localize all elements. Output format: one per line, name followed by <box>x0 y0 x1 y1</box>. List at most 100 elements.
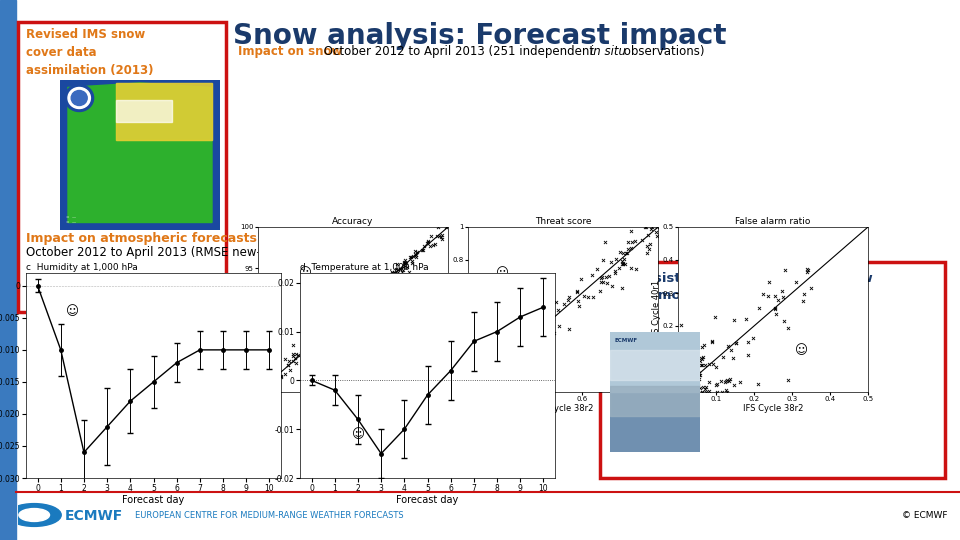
Point <box>429 232 444 240</box>
Y-axis label: IFS Cycle 40r1: IFS Cycle 40r1 <box>443 279 451 340</box>
Point <box>676 384 691 393</box>
Point <box>288 354 303 363</box>
Point <box>546 329 562 338</box>
Point <box>492 374 507 382</box>
Point <box>682 363 697 372</box>
Circle shape <box>8 504 61 526</box>
Point <box>401 267 417 276</box>
Point <box>320 326 335 335</box>
Point <box>431 222 446 231</box>
Point <box>620 245 636 253</box>
Point <box>756 290 771 299</box>
Point <box>367 289 382 298</box>
Point <box>389 260 404 268</box>
Bar <box>116 83 212 140</box>
Point <box>675 385 690 394</box>
Polygon shape <box>68 83 212 222</box>
Point <box>586 293 601 302</box>
Point <box>672 367 687 375</box>
Point <box>595 272 611 281</box>
Point <box>691 374 707 383</box>
Point <box>280 361 296 369</box>
Point <box>387 271 402 280</box>
Point <box>395 265 410 274</box>
Point <box>404 256 420 265</box>
Point <box>306 340 322 349</box>
Point <box>776 293 791 301</box>
Point <box>635 236 650 245</box>
X-axis label: IFS Cycle 38r2: IFS Cycle 38r2 <box>323 403 383 413</box>
Point <box>435 231 450 240</box>
Point <box>571 297 587 306</box>
Point <box>705 360 720 368</box>
Point <box>534 324 549 333</box>
Point <box>380 281 396 290</box>
Bar <box>116 99 172 122</box>
Point <box>714 388 730 396</box>
Point <box>684 386 700 395</box>
X-axis label: IFS Cycle 38r2: IFS Cycle 38r2 <box>743 403 804 413</box>
Point <box>372 271 387 280</box>
Point <box>673 387 688 395</box>
Point <box>628 265 643 273</box>
Point <box>674 375 689 384</box>
Point <box>408 247 423 255</box>
Point <box>799 265 814 274</box>
Point <box>674 349 689 357</box>
Point <box>605 282 620 291</box>
Point <box>680 382 695 391</box>
Point <box>282 366 298 374</box>
Point <box>276 354 292 363</box>
Point <box>372 277 387 286</box>
Point <box>358 296 373 305</box>
Bar <box>116 83 212 140</box>
Point <box>676 376 691 385</box>
Point <box>648 227 663 236</box>
Point <box>281 357 297 366</box>
Point <box>331 323 347 332</box>
Point <box>348 305 363 314</box>
Point <box>695 388 710 396</box>
Point <box>301 342 317 350</box>
Point <box>349 307 365 315</box>
Point <box>638 222 654 231</box>
Point <box>694 361 709 370</box>
Point <box>671 334 686 342</box>
Point <box>760 291 776 300</box>
Point <box>321 332 336 340</box>
Point <box>252 383 267 391</box>
Point <box>506 320 521 329</box>
Point <box>325 326 341 335</box>
Circle shape <box>68 87 90 109</box>
Text: in situ: in situ <box>590 45 626 58</box>
Point <box>498 358 514 367</box>
Point <box>361 293 376 302</box>
Point <box>435 234 450 243</box>
Point <box>676 352 691 361</box>
Point <box>273 373 288 381</box>
Point <box>285 352 300 360</box>
Point <box>422 241 438 250</box>
Point <box>308 337 324 346</box>
Point <box>679 359 694 368</box>
Point <box>550 306 565 314</box>
Point <box>312 328 327 336</box>
Point <box>680 350 695 359</box>
Point <box>716 353 732 361</box>
Point <box>521 323 537 332</box>
Point <box>385 269 400 278</box>
Point <box>337 313 352 322</box>
Point <box>531 335 546 343</box>
Point <box>688 357 704 366</box>
Point <box>409 251 424 260</box>
Point <box>484 373 499 382</box>
Point <box>680 359 695 368</box>
Point <box>693 384 708 393</box>
Point <box>675 372 690 380</box>
Point <box>408 253 423 261</box>
Point <box>313 332 328 341</box>
Y-axis label: IFS Cycle 40r1: IFS Cycle 40r1 <box>652 279 661 340</box>
Point <box>403 253 419 261</box>
Point <box>265 373 280 381</box>
Point <box>403 253 419 261</box>
